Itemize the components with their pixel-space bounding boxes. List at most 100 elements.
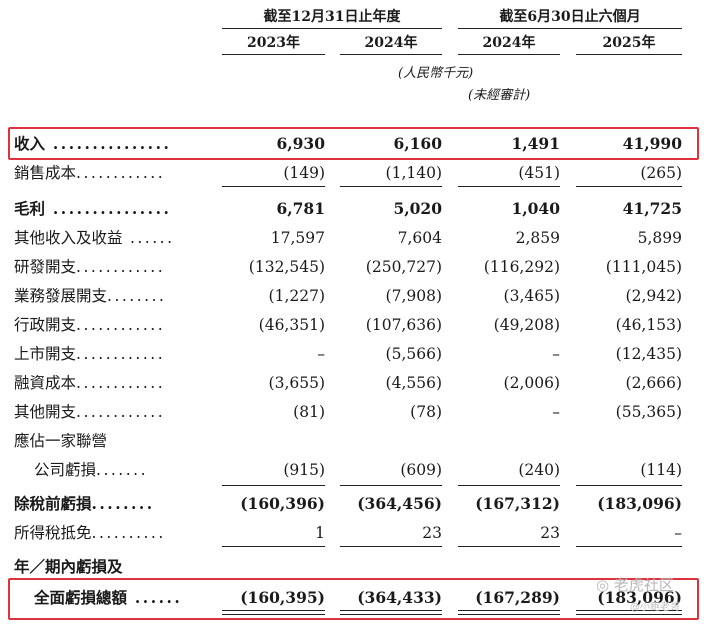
cell-2024-interim: –	[552, 345, 560, 363]
subtotal-rule	[458, 485, 560, 486]
cell-2024-annual: (107,636)	[365, 316, 442, 334]
cell-2023: –	[317, 345, 325, 363]
cell-2023: 1	[315, 524, 325, 542]
row-associate-loss: 公司虧損....... (915) (609) (240) (114)	[0, 456, 704, 484]
cell-2024-interim: 2,859	[515, 229, 560, 247]
cell-2024-annual: 6,160	[393, 134, 442, 153]
cell-2023: (81)	[293, 403, 325, 421]
watermark-text: ◎ 老虎社区	[596, 576, 674, 594]
subtotal-rule	[222, 485, 325, 486]
row-label: 研發開支............	[14, 258, 166, 276]
row-listing-expenses: 上市開支............ – (5,566) – (12,435)	[0, 340, 704, 368]
cell-2024-interim: 23	[540, 524, 560, 542]
cell-2024-interim: (451)	[518, 164, 560, 182]
period-header-annual: 截至12月31日止年度	[222, 6, 442, 29]
period-header-interim: 截至6月30日止六個月	[458, 6, 682, 29]
cell-2023: (132,545)	[248, 258, 325, 276]
cell-2025: (265)	[640, 164, 682, 182]
total-double-rule	[576, 610, 682, 615]
cell-2025: 41,990	[622, 134, 682, 153]
row-label: 年／期內虧損及	[14, 557, 123, 576]
cell-2024-annual: (4,556)	[385, 374, 442, 392]
row-revenue: 收入 ............... 6,930 6,160 1,491 41,…	[0, 130, 704, 158]
subtotal-rule	[340, 186, 442, 187]
cell-2024-interim: (240)	[518, 461, 560, 479]
cell-2023: (3,655)	[268, 374, 325, 392]
cell-2023: 17,597	[270, 229, 325, 247]
cell-2024-interim: (3,465)	[503, 287, 560, 305]
cell-2024-interim: (2,006)	[503, 374, 560, 392]
cell-2025: (183,096)	[597, 588, 682, 607]
cell-2024-interim: 1,491	[511, 134, 560, 153]
cell-2025: (2,666)	[625, 374, 682, 392]
cell-2024-annual: 23	[422, 524, 442, 542]
watermark-subtext: @小鲍老哥	[630, 602, 680, 613]
row-label: 銷售成本............	[14, 164, 166, 182]
highlight-box-revenue	[8, 127, 699, 160]
row-label: 公司虧損.......	[34, 461, 149, 479]
cell-2023: (160,396)	[240, 494, 325, 513]
highlight-box-total-loss	[8, 578, 699, 620]
watermark-icon: ◎	[596, 576, 610, 594]
subtotal-rule	[222, 186, 325, 187]
row-share-of-associate: 應佔一家聯營	[0, 427, 704, 455]
subtotal-rule	[340, 546, 442, 547]
subtotal-rule	[458, 186, 560, 187]
cell-2025: (55,365)	[615, 403, 682, 421]
cell-2024-annual: 7,604	[397, 229, 442, 247]
row-other-income: 其他收入及收益 ...... 17,597 7,604 2,859 5,899	[0, 224, 704, 252]
cell-2024-annual: (7,908)	[385, 287, 442, 305]
cell-2025: (46,153)	[615, 316, 682, 334]
cell-2025: –	[674, 524, 682, 542]
row-label: 收入 ...............	[14, 134, 172, 153]
row-label: 行政開支............	[14, 316, 166, 334]
cell-2024-annual: (1,140)	[385, 164, 442, 182]
year-header-2025: 2025年	[576, 32, 682, 55]
cell-2024-annual: (78)	[410, 403, 442, 421]
subtotal-rule	[340, 485, 442, 486]
row-label: 應佔一家聯營	[14, 432, 108, 450]
cell-2024-annual: (609)	[400, 461, 442, 479]
row-label: 融資成本............	[14, 374, 166, 392]
row-label: 其他開支............	[14, 403, 166, 421]
cell-2024-interim: (116,292)	[483, 258, 560, 276]
cell-2024-interim: –	[552, 403, 560, 421]
cell-2023: (160,395)	[240, 588, 325, 607]
unaudited-note: (未經審計)	[468, 88, 531, 103]
row-label: 業務發展開支........	[14, 287, 167, 305]
row-rnd-expenses: 研發開支............ (132,545) (250,727) (11…	[0, 253, 704, 281]
row-gross-profit: 毛利 ............... 6,781 5,020 1,040 41,…	[0, 195, 704, 223]
row-income-tax-credit: 所得稅抵免.......... 1 23 23 –	[0, 519, 704, 547]
cell-2023: 6,781	[276, 199, 325, 218]
row-label: 除稅前虧損........	[14, 494, 155, 513]
cell-2023: (1,227)	[268, 287, 325, 305]
row-label: 所得稅抵免..........	[14, 524, 166, 542]
cell-2023: (915)	[283, 461, 325, 479]
cell-2023: (149)	[283, 164, 325, 182]
cell-2024-annual: (364,456)	[357, 494, 442, 513]
row-other-expenses: 其他開支............ (81) (78) – (55,365)	[0, 398, 704, 426]
row-cost-of-sales: 銷售成本............ (149) (1,140) (451) (26…	[0, 159, 704, 187]
cell-2025: 41,725	[622, 199, 682, 218]
row-loss-heading: 年／期內虧損及	[0, 553, 704, 581]
cell-2024-interim: (167,312)	[475, 494, 560, 513]
row-finance-costs: 融資成本............ (3,655) (4,556) (2,006)…	[0, 369, 704, 397]
subtotal-rule	[576, 546, 682, 547]
year-header-2023: 2023年	[222, 32, 325, 55]
cell-2023: (46,351)	[258, 316, 325, 334]
total-double-rule	[458, 610, 560, 615]
year-header-2024-annual: 2024年	[340, 32, 442, 55]
cell-2024-interim: 1,040	[511, 199, 560, 218]
cell-2025: 5,899	[637, 229, 682, 247]
year-header-2024-interim: 2024年	[458, 32, 560, 55]
row-label: 上市開支............	[14, 345, 166, 363]
row-label: 全面虧損總額 ......	[34, 588, 183, 607]
row-administrative: 行政開支............ (46,351) (107,636) (49,…	[0, 311, 704, 339]
subtotal-rule	[458, 546, 560, 547]
cell-2025: (12,435)	[615, 345, 682, 363]
cell-2025: (183,096)	[597, 494, 682, 513]
row-label: 其他收入及收益 ......	[14, 229, 175, 247]
subtotal-rule	[576, 485, 682, 486]
cell-2024-annual: (5,566)	[385, 345, 442, 363]
total-double-rule	[340, 610, 442, 615]
